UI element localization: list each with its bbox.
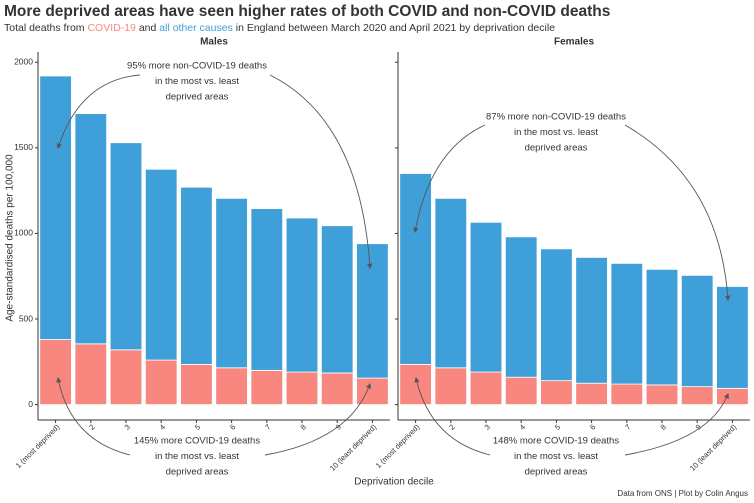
- annotation: 148% more COVID-19 deaths: [493, 436, 619, 447]
- bar-segment: [680, 274, 714, 388]
- annotation-arrow: [624, 392, 729, 456]
- y-axis-label: Age-standardised deaths per 100,000: [5, 154, 16, 322]
- bar-segment: [74, 113, 108, 345]
- annotation-arrow: [413, 124, 486, 234]
- bar-segment: [320, 372, 354, 405]
- bar-segment: [109, 349, 143, 405]
- annotation-arrow: [624, 124, 731, 302]
- x-tick-label: 3: [123, 422, 132, 431]
- bar-segment: [680, 386, 714, 405]
- bar-segment: [434, 367, 468, 405]
- bar-segment: [285, 217, 319, 373]
- y-tick-label: 0: [28, 399, 33, 409]
- x-tick-label: 2: [87, 422, 96, 431]
- bar-segment: [540, 380, 573, 405]
- bar-segment: [320, 225, 354, 374]
- bar-segment: [356, 377, 389, 405]
- annotation-arrow: [264, 382, 372, 456]
- annotation: deprived areas: [525, 467, 588, 478]
- x-tick-label: 9: [334, 422, 343, 431]
- bar-segment: [109, 142, 143, 351]
- bar-segment: [356, 243, 389, 379]
- bar-segment: [39, 339, 72, 405]
- annotation: in the most vs. least: [514, 451, 598, 462]
- annotation: in the most vs. least: [155, 76, 239, 87]
- x-tick-label: 9: [694, 422, 703, 431]
- bar-segment: [575, 382, 608, 405]
- x-tick-label: 10 (least deprived): [328, 422, 379, 473]
- annotation: in the most vs. least: [514, 127, 598, 138]
- bar-segment: [399, 363, 432, 405]
- bar-segment: [434, 197, 468, 369]
- x-tick-label: 10 (least deprived): [688, 422, 739, 473]
- bar-segment: [469, 371, 503, 405]
- bar-segment: [645, 384, 679, 405]
- bar-segment: [610, 262, 644, 385]
- x-axis-label: Deprivation decile: [354, 477, 434, 488]
- x-tick-label: 8: [299, 422, 308, 431]
- annotation: 87% more non-COVID-19 deaths: [486, 112, 626, 123]
- bar-segment: [645, 268, 679, 386]
- annotation: in the most vs. least: [155, 451, 239, 462]
- bar-segment: [250, 369, 284, 405]
- annotation-arrow: [56, 376, 131, 456]
- annotation: 95% more non-COVID-19 deaths: [127, 61, 267, 72]
- x-tick-label: 1 (most deprived): [374, 422, 422, 470]
- y-tick-label: 1000: [14, 228, 33, 238]
- bar-segment: [575, 256, 608, 384]
- chart-subtitle: Total deaths from COVID-19 and all other…: [4, 22, 555, 34]
- y-tick-label: 2000: [14, 57, 33, 67]
- bar-segment: [540, 248, 573, 382]
- annotation-arrow: [414, 376, 491, 456]
- bar-segment: [469, 221, 503, 373]
- subtitle-series: COVID-19: [87, 22, 136, 34]
- caption: Data from ONS | Plot by Colin Angus: [617, 489, 748, 498]
- x-tick-label: 5: [553, 422, 562, 431]
- x-tick-label: 3: [483, 422, 492, 431]
- annotation-arrow: [56, 74, 141, 150]
- bar-segment: [215, 197, 248, 369]
- subtitle-text: Total deaths from: [4, 22, 87, 34]
- subtitle-text: and: [136, 22, 159, 34]
- annotation: deprived areas: [525, 143, 588, 154]
- bar-segment: [250, 208, 284, 371]
- facet-title: Males: [200, 37, 228, 48]
- x-tick-label: 8: [659, 422, 668, 431]
- bar-segment: [215, 367, 248, 405]
- x-tick-label: 5: [193, 422, 202, 431]
- annotation: deprived areas: [166, 92, 229, 103]
- x-tick-label: 7: [263, 422, 272, 431]
- bar-segment: [716, 286, 749, 389]
- annotation: 145% more COVID-19 deaths: [134, 436, 260, 447]
- annotation-arrow: [269, 74, 373, 270]
- bar-segment: [180, 363, 213, 405]
- x-tick-label: 4: [518, 422, 527, 431]
- x-tick-label: 7: [623, 422, 632, 431]
- x-tick-label: 2: [447, 422, 456, 431]
- subtitle-text: in England between March 2020 and April …: [233, 22, 555, 34]
- subtitle-series: all other causes: [159, 22, 233, 34]
- y-tick-label: 1500: [14, 142, 33, 152]
- bar-segment: [610, 383, 644, 405]
- x-tick-label: 1 (most deprived): [14, 422, 62, 470]
- bar-segment: [180, 186, 213, 365]
- x-tick-label: 4: [158, 422, 167, 431]
- bar-segment: [504, 376, 538, 405]
- bar-segment: [716, 387, 749, 405]
- bar-segment: [39, 75, 72, 340]
- annotation: deprived areas: [166, 467, 229, 478]
- bar-segment: [285, 371, 319, 405]
- bar-segment: [144, 359, 178, 405]
- chart-title: More deprived areas have seen higher rat…: [4, 3, 610, 20]
- x-tick-label: 6: [228, 422, 237, 431]
- bar-segment: [504, 236, 538, 378]
- bar-segment: [74, 343, 108, 405]
- y-tick-label: 500: [19, 313, 33, 323]
- x-tick-label: 6: [588, 422, 597, 431]
- bar-segment: [144, 168, 178, 361]
- bar-segment: [399, 173, 432, 365]
- facet-title: Females: [554, 37, 594, 48]
